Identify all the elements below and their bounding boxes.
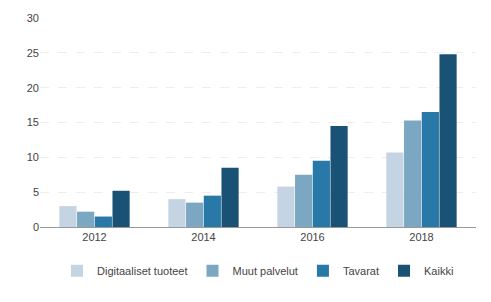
svg-text:15: 15 (27, 116, 39, 128)
svg-text:2012: 2012 (82, 231, 106, 243)
svg-text:5: 5 (33, 186, 39, 198)
svg-text:2016: 2016 (300, 231, 324, 243)
svg-text:Muut palvelut: Muut palvelut (233, 265, 298, 277)
svg-text:Kaikki: Kaikki (424, 265, 453, 277)
svg-text:Digitaaliset tuoteet: Digitaaliset tuoteet (97, 265, 188, 277)
svg-text:20: 20 (27, 82, 39, 94)
svg-text:0: 0 (33, 221, 39, 233)
svg-text:10: 10 (27, 151, 39, 163)
svg-text:30: 30 (27, 12, 39, 24)
svg-text:25: 25 (27, 47, 39, 59)
svg-text:2018: 2018 (409, 231, 433, 243)
svg-text:Tavarat: Tavarat (343, 265, 379, 277)
svg-text:2014: 2014 (191, 231, 215, 243)
